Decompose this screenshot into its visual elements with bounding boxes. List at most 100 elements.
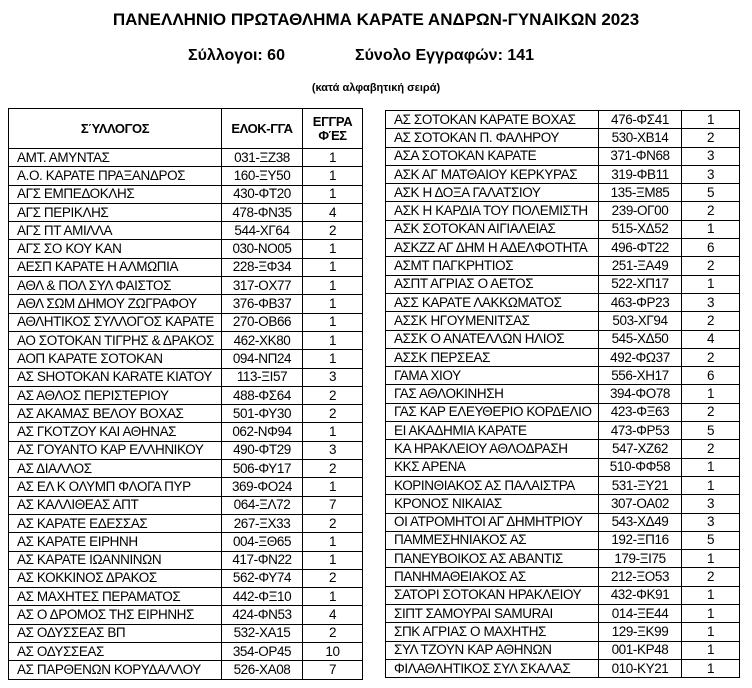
header-registrations: ΕΓΓΡΑ ΦΈΣ bbox=[302, 108, 363, 149]
registrations-count: 5 bbox=[681, 183, 740, 203]
club-code: 267-ΞΧ33 bbox=[221, 513, 303, 534]
club-name: ΣΙΠΤ ΣΑΜΟΥΡΑΙ SAMURAI bbox=[385, 604, 599, 624]
club-code: 369-ΦΟ24 bbox=[221, 477, 303, 497]
club-name: ΓΑΣ ΑΘΛΟΚΙΝΗΣΗ bbox=[385, 384, 599, 404]
club-code: 001-ΚΡ48 bbox=[598, 640, 682, 660]
table-row: ΚΚΣ ΑΡΕΝΑ 510-ΦΦ58 1 bbox=[385, 457, 740, 477]
registrations-count: 1 bbox=[302, 166, 363, 186]
clubs-table-right: ΑΣ ΣΟΤΟΚΑΝ ΚΑΡΑΤΕ ΒΟΧΑΣ 476-ΦΣ41 1 ΑΣ ΣΟΤΟΚ… bbox=[385, 109, 740, 679]
table-row: ΑΣ Ο ΔΡΟΜΟΣ ΤΗΣ ΕΙΡΗΝΗΣ 424-ΦΝ53 4 bbox=[8, 605, 363, 625]
club-code: 094-ΝΠ24 bbox=[221, 349, 303, 369]
club-name: ΚΑ ΗΡΑΚΛΕΙΟΥ ΑΘΛΟΔΡΑΣΗ bbox=[385, 439, 599, 459]
registrations-count: 1 bbox=[302, 532, 363, 552]
club-code: 376-ΦΒ37 bbox=[221, 294, 303, 314]
registrations-count: 2 bbox=[302, 221, 363, 241]
club-name: ΑΣΚΖΖ ΑΓ ΔΗΜ Η ΑΔΕΛΦΟΤΗΤΑ bbox=[385, 238, 599, 258]
club-name: ΑΣΠΤ ΑΓΡΙΑΣ Ο ΑΕΤΟΣ bbox=[385, 274, 599, 294]
registrations-count: 1 bbox=[302, 294, 363, 314]
table-row: ΑΣ ΣΟΤΟΚΑΝ Π. ΦΑΛΗΡΟΥ 530-ΧΒ14 2 bbox=[385, 128, 740, 148]
table-row: ΑΣΣΚ ΗΓΟΥΜΕΝΙΤΣΑΣ 503-ΧΓ94 2 bbox=[385, 311, 740, 331]
registrations-count: 7 bbox=[302, 495, 363, 515]
registrations-count: 2 bbox=[681, 128, 740, 148]
table-row: ΑΣ ΔΙΑΛΛΟΣ 506-ΦΥ17 2 bbox=[8, 459, 363, 479]
club-name: ΣΑΤΟΡΙ ΣΟΤΟΚΑΝ ΗΡΑΚΛΕΙΟΥ bbox=[385, 585, 599, 606]
registrations-count: 2 bbox=[681, 201, 740, 221]
club-code: 503-ΧΓ94 bbox=[598, 311, 682, 331]
club-code: 562-ΦΥ74 bbox=[221, 568, 303, 589]
table-row: ΣΠΚ ΑΓΡΙΑΣ Ο ΜΑΧΗΤΗΣ 129-ΞΚ99 1 bbox=[385, 622, 740, 642]
club-code: 228-ΞΦ34 bbox=[221, 257, 303, 278]
club-name: ΑΣΚ Η ΔΟΞΑ ΓΑΛΑΤΣΙΟΥ bbox=[385, 183, 599, 203]
table-row: ΑΣ ΠΑΡΘΕΝΩΝ ΚΟΡΥΔΑΛΛΟΥ 526-ΧΑ08 7 bbox=[8, 660, 363, 680]
club-code: 004-ΞΘ65 bbox=[221, 532, 303, 552]
header-club: ΣΎΛΛΟΓΟΣ bbox=[8, 108, 222, 149]
club-code: 212-ΞΟ53 bbox=[598, 567, 682, 587]
club-name: ΚΟΡΙΝΘΙΑΚΟΣ ΑΣ ΠΑΛΑΙΣΤΡΑ bbox=[385, 475, 599, 496]
table-row: ΟΙ ΑΤΡΟΜΗΤΟΙ ΑΓ ΔΗΜΗΤΡΙΟΥ 543-ΧΔ49 3 bbox=[385, 512, 740, 532]
table-row: ΑΣ ΑΚΑΜΑΣ ΒΕΛΟΥ ΒΟΧΑΣ 501-ΦΥ30 2 bbox=[8, 404, 363, 424]
club-code: 531-ΞΥ21 bbox=[598, 475, 682, 496]
registrations-count: 2 bbox=[302, 623, 363, 644]
registrations-count: 1 bbox=[302, 477, 363, 497]
registrations-count: 1 bbox=[681, 109, 740, 130]
club-name: ΑΣ ΚΟΚΚΙΝΟΣ ΔΡΑΚΟΣ bbox=[8, 568, 222, 589]
table-row: ΠΑΜΜΕΣΗΝΙΑΚΟΣ ΑΣ 192-ΞΠ16 5 bbox=[385, 530, 740, 551]
table-row: ΚΡΟΝΟΣ ΝΙΚΑΙΑΣ 307-ΟΑ02 3 bbox=[385, 494, 740, 514]
club-name: Α.Ο. ΚΑΡΑΤΕ ΠΡΑΞΑΝΔΡΟΣ bbox=[8, 166, 222, 186]
table-row: ΚΑ ΗΡΑΚΛΕΙΟΥ ΑΘΛΟΔΡΑΣΗ 547-ΧΖ62 2 bbox=[385, 439, 740, 459]
registrations-count: 5 bbox=[681, 421, 740, 441]
table-row: ΑΓΣ ΠΤ ΑΜΙΛΛΑ 544-ΧΓ64 2 bbox=[8, 221, 363, 241]
club-code: 501-ΦΥ30 bbox=[221, 404, 303, 424]
club-code: 522-ΧΠ17 bbox=[598, 274, 682, 294]
club-name: ΑΓΣ ΠΤ ΑΜΙΛΛΑ bbox=[8, 221, 222, 241]
club-code: 317-ΟΧ77 bbox=[221, 276, 303, 296]
registrations-count: 1 bbox=[681, 604, 740, 624]
table-row: ΑΟΠ ΚΑΡΑΤΕ ΣΟΤΟΚΑΝ 094-ΝΠ24 1 bbox=[8, 349, 363, 369]
sort-note: (κατά αλφαβητική σειρά) bbox=[311, 82, 441, 94]
table-row: ΑΣ ΚΑΡΑΤΕ ΕΔΕΣΣΑΣ 267-ΞΧ33 2 bbox=[8, 513, 363, 534]
club-code: 463-ΦΡ23 bbox=[598, 292, 682, 313]
registrations-count: 1 bbox=[681, 622, 740, 642]
club-name: ΑΣ ΓΟΥΑΝΤΟ ΚΑΡ ΕΛΛΗΝΙΚΟΥ bbox=[8, 440, 222, 461]
club-name: ΑΣ ΚΑΡΑΤΕ ΕΔΕΣΣΑΣ bbox=[8, 513, 222, 534]
club-name: ΓΑΜΑ ΧΙΟΥ bbox=[385, 366, 599, 386]
club-name: ΠΑΜΜΕΣΗΝΙΑΚΟΣ ΑΣ bbox=[385, 530, 599, 551]
club-name: ΑΣ ΟΔΥΣΣΕΑΣ bbox=[8, 642, 222, 662]
registrations-count: 2 bbox=[302, 568, 363, 589]
table-row: ΑΣΚΖΖ ΑΓ ΔΗΜ Η ΑΔΕΛΦΟΤΗΤΑ 496-ΦΤ22 6 bbox=[385, 238, 740, 258]
club-name: ΠΑΝΕΥΒΟΙΚΟΣ ΑΣ ΑΒΑΝΤΙΣ bbox=[385, 549, 599, 569]
registrations-count: 1 bbox=[302, 550, 363, 570]
club-code: 113-ΞΙ57 bbox=[221, 367, 303, 387]
table-row: ΕΙ ΑΚΑΔΗΜΙΑ ΚΑΡΑΤΕ 473-ΦΡ53 5 bbox=[385, 421, 740, 441]
registrations-count: 4 bbox=[302, 605, 363, 625]
registrations-count: 4 bbox=[302, 202, 363, 223]
club-code: 510-ΦΦ58 bbox=[598, 457, 682, 477]
table-row: ΑΘΛΗΤΙΚΟΣ ΣΥΛΛΟΓΟΣ ΚΑΡΑΤΕ 270-ΟΒ66 1 bbox=[8, 312, 363, 332]
club-name: ΑΣ ΟΔΥΣΣΕΑΣ ΒΠ bbox=[8, 623, 222, 644]
registrations-count: 1 bbox=[302, 184, 363, 204]
club-code: 476-ΦΣ41 bbox=[598, 109, 682, 130]
club-code: 064-ΞΛ72 bbox=[221, 495, 303, 515]
club-code: 423-ΦΞ63 bbox=[598, 402, 682, 423]
club-name: ΑΓΣ ΣΟ ΚΟΥ ΚΑΝ bbox=[8, 239, 222, 259]
registrations-count: 1 bbox=[681, 457, 740, 477]
table-row: ΣΑΤΟΡΙ ΣΟΤΟΚΑΝ ΗΡΑΚΛΕΙΟΥ 432-ΦΚ91 1 bbox=[385, 585, 740, 606]
club-name: ΑΣ ΔΙΑΛΛΟΣ bbox=[8, 459, 222, 479]
registrations-count: 1 bbox=[302, 312, 363, 332]
club-code: 462-ΧΚ80 bbox=[221, 330, 303, 351]
club-name: ΟΙ ΑΤΡΟΜΗΤΟΙ ΑΓ ΔΗΜΗΤΡΙΟΥ bbox=[385, 512, 599, 532]
club-name: ΑΣΚ ΑΓ ΜΑΤΘΑΙΟΥ ΚΕΡΚΥΡΑΣ bbox=[385, 164, 599, 185]
registrations-count: 2 bbox=[302, 404, 363, 424]
registrations-count: 1 bbox=[302, 257, 363, 278]
table-row: ΑΣΑ ΣΟΤΟΚΑΝ ΚΑΡΑΤΕ 371-ΦΝ68 3 bbox=[385, 146, 740, 166]
club-code: 496-ΦΤ22 bbox=[598, 238, 682, 258]
table-row: ΑΘΛ ΣΩΜ ΔΗΜΟΥ ΖΩΓΡΑΦΟΥ 376-ΦΒ37 1 bbox=[8, 294, 363, 314]
club-code: 307-ΟΑ02 bbox=[598, 494, 682, 514]
club-code: 030-ΝΟ05 bbox=[221, 239, 303, 259]
club-code: 371-ΦΝ68 bbox=[598, 146, 682, 166]
club-name: ΑΣ ΑΚΑΜΑΣ ΒΕΛΟΥ ΒΟΧΑΣ bbox=[8, 404, 222, 424]
registrations-count: 4 bbox=[681, 329, 740, 349]
club-name: ΚΚΣ ΑΡΕΝΑ bbox=[385, 457, 599, 477]
club-name: ΑΣΣΚ ΗΓΟΥΜΕΝΙΤΣΑΣ bbox=[385, 311, 599, 331]
table-row: ΑΣΚ Η ΔΟΞΑ ΓΑΛΑΤΣΙΟΥ 135-ΞΜ85 5 bbox=[385, 183, 740, 203]
